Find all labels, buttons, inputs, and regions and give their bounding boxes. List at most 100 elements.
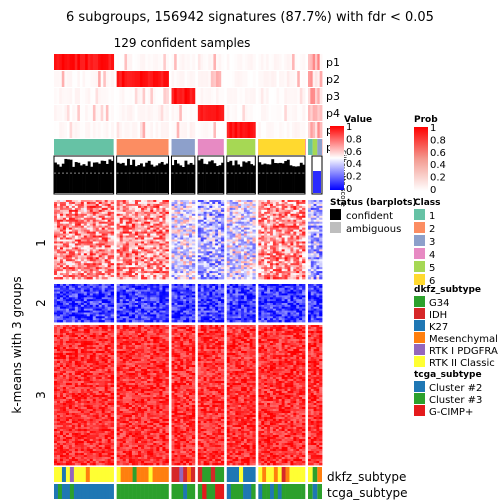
heat-cell [287,251,291,254]
heat-cell [264,261,268,264]
silhouette-bar [66,159,70,193]
prob-cell [297,88,301,104]
heat-cell [89,265,94,268]
heat-cell [316,259,320,262]
heat-cell [101,257,106,260]
heat-cell [156,267,160,270]
heat-cell [287,203,291,207]
heat-cell [98,293,103,296]
heat-cell [183,221,187,225]
heat-cell [98,285,103,289]
heat-cell [101,251,106,254]
heat-cell [177,211,181,215]
heat-cell [180,215,184,219]
heat-cell [183,275,187,278]
heat-cell [183,299,187,302]
heat-cell [272,247,277,250]
heat-cell [180,217,184,221]
heat-cell [191,239,196,242]
heat-cell [296,265,300,268]
heat-cell [128,223,133,227]
heat-cell [107,291,112,294]
prob-cell [263,105,267,121]
heat-cell [308,265,312,268]
heat-cell [101,289,106,292]
prob-cell [90,88,94,104]
silhouette-bar [69,159,73,193]
heat-cell [122,241,127,244]
heat-cell [89,255,94,258]
prob-cell [108,54,112,70]
heat-cell [235,200,239,203]
heat-cell [89,253,94,256]
heat-cell [186,255,190,258]
prob-cell [137,88,141,104]
heat-cell [246,221,251,225]
heat-cell [313,211,317,215]
heat-cell [206,231,210,234]
heat-cell [302,215,306,219]
heat-cell [125,241,130,244]
heat-cell [125,231,130,234]
heat-cell [71,314,76,317]
heat-cell [110,207,115,211]
heat-cell [156,297,160,300]
heat-cell [83,227,88,231]
heat-cell [203,267,207,270]
heat-cell [65,295,70,298]
silhouette-bar [137,165,141,193]
heat-cell [162,310,166,313]
heat-cell [246,217,251,221]
heat-cell [281,253,285,256]
heat-cell [319,217,323,221]
prob-cell [260,105,264,121]
heat-cell [191,269,196,272]
heat-cell [134,231,139,234]
heat-cell [215,251,219,254]
heat-cell [261,211,265,215]
heat-cell [226,259,231,262]
prob-cell [239,54,243,70]
prob-cell [302,122,306,138]
heat-cell [54,201,58,205]
heat-cell [56,205,61,209]
heat-cell [56,255,61,258]
heat-cell [150,261,154,264]
heat-cell [144,259,148,262]
prob-cell [252,88,256,104]
heat-cell [98,215,103,219]
heat-cell [71,289,76,292]
heat-cell [101,203,106,207]
heat-cell [138,200,142,203]
heat-cell [171,263,175,266]
heat-cell [249,205,253,209]
heat-cell [197,255,202,258]
silhouette-bar [64,158,68,193]
heat-cell [59,312,64,315]
heat-cell [156,235,160,238]
heat-cell [144,273,148,276]
heat-cell [209,235,213,238]
heat-cell [104,219,109,223]
heat-cell [162,269,166,272]
heat-cell [150,223,154,227]
heat-cell [284,205,288,209]
heat-cell [71,261,76,264]
heat-cell [220,229,225,232]
heat-cell [252,243,256,246]
heat-cell [174,255,178,258]
heat-cell [171,213,175,217]
heat-cell [218,245,222,248]
heat-cell [215,263,219,266]
heat-cell [68,205,73,209]
heat-cell [180,261,184,264]
heat-cell [131,299,136,302]
heat-cell [134,269,139,272]
heat-cell [209,213,213,217]
heat-cell [171,227,175,231]
prob-cell [292,122,296,138]
heat-cell [153,277,157,280]
heat-cell [71,231,76,234]
heat-cell [68,235,73,238]
heat-cell [218,227,222,231]
